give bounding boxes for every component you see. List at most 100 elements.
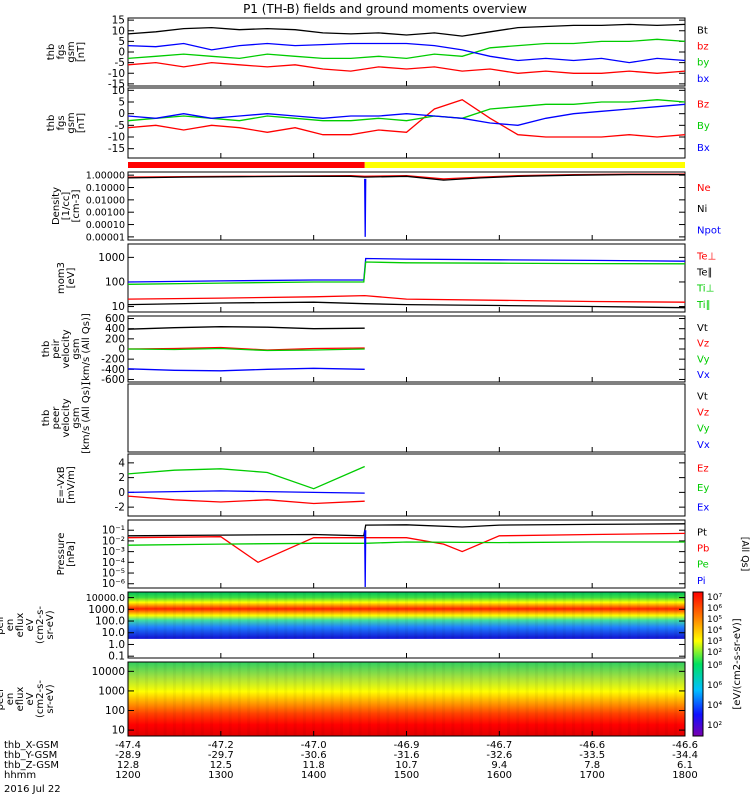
series-line-Bz [127, 98, 686, 138]
y-axis-label: eflux [15, 613, 26, 638]
axis-row-value: 1700 [579, 770, 604, 781]
series-line-Vz [127, 346, 365, 351]
series-line-Pt [127, 523, 686, 537]
colorbar-tick-label: 10⁶ [707, 604, 722, 614]
y-tick-label: 0.00100 [86, 208, 125, 219]
date-label: 2016 Jul 22 [4, 784, 61, 795]
y-axis-label: [km/s (All Qs)] [81, 313, 92, 385]
y-axis-label: (cm2-s- [35, 606, 46, 644]
panel-8: 4 2 0 -2 E=-VxB [mV/m] Ez Ey Ex [56, 453, 709, 517]
y-tick-label: 0 [118, 487, 125, 499]
y-tick-label: -10 [108, 132, 125, 144]
legend-entry: Ne [697, 183, 711, 194]
series-line-Ni [127, 173, 685, 181]
y-axis-label: [eV] [66, 268, 77, 289]
axis-row-value: -30.6 [301, 750, 327, 761]
legend-entry: Bz [697, 99, 709, 110]
colorbar: 10⁷10⁶10⁵10⁴10³10²10⁸10⁶10⁴10²[eV/(cm2-s… [692, 591, 743, 737]
legend-entry: bz [697, 42, 709, 53]
panel-frame [127, 171, 686, 241]
y-axis-label: [mV/m] [66, 466, 77, 504]
y-tick-label: 10⁻⁴ [102, 557, 125, 569]
legend-entry: Vz [697, 408, 709, 419]
unit-side-label: [All Qs] [739, 537, 750, 572]
colorbar-scale [692, 591, 704, 737]
y-axis-label: velocity [61, 398, 72, 437]
legend-entry: Vy [697, 354, 710, 365]
y-axis-label: eV [25, 618, 36, 631]
y-tick-label: -2 [115, 502, 125, 514]
series-line-Pi [364, 530, 367, 588]
figure-title: P1 (TH-B) fields and ground moments over… [243, 2, 527, 16]
y-tick-label: 100 [105, 276, 125, 288]
legend-entry: Ti⊥ [696, 284, 714, 295]
y-axis-label: peer [51, 406, 62, 430]
axis-row-label: thb_X-GSM [4, 740, 59, 751]
series-line-Bx [127, 103, 686, 126]
y-axis-label: thb [46, 44, 57, 61]
y-tick-label: 2 [118, 472, 125, 484]
y-tick-label: 10000 [92, 666, 125, 678]
y-tick-label: 1000 [98, 252, 125, 264]
series-line-Te∥ [127, 301, 686, 309]
legend-entry: Pe [697, 560, 709, 571]
y-tick-label: 10 [112, 725, 125, 737]
series-line-bz [127, 61, 686, 74]
legend-entry: By [697, 121, 710, 132]
y-tick-label: 1.0 [108, 639, 125, 651]
y-axis-label: peer [0, 687, 6, 711]
y-axis-label: Density [51, 187, 62, 225]
y-axis-label: gsm [66, 41, 77, 62]
y-axis-label: mom3 [56, 262, 67, 294]
panel-9: 10⁻¹10⁻²10⁻³10⁻⁴10⁻⁵10⁻⁶ Pressure [nPa] Pt P… [56, 519, 750, 590]
y-axis-label: [1/cc] [61, 192, 72, 221]
y-axis-label: peir [0, 614, 6, 634]
panel-3 [128, 162, 685, 168]
series-line-Ey [127, 465, 365, 490]
legend-entry: Ez [697, 464, 709, 475]
axis-row-value: -46.6 [672, 740, 698, 751]
axis-row-value: -34.4 [672, 750, 698, 761]
series-line-Ex [127, 490, 365, 494]
y-axis-label: fgs [56, 44, 67, 59]
axis-row-value: 1300 [208, 770, 233, 781]
axis-row-value: -46.9 [394, 740, 420, 751]
y-axis-label: fgs [56, 115, 67, 130]
axis-row-value: -31.6 [394, 750, 420, 761]
y-tick-label: -5 [115, 57, 125, 69]
y-axis-label: peir [51, 338, 62, 358]
y-tick-label: 10.0 [102, 627, 125, 639]
series-line-Ti⊥ [127, 257, 686, 283]
axis-row-label: hhmm [4, 770, 36, 781]
y-tick-label: 10⁻³ [102, 546, 125, 558]
y-axis-label: gsm [71, 407, 82, 428]
axis-row-value: 7.8 [584, 760, 600, 771]
y-axis-label: eV [25, 692, 36, 705]
colorbar-tick-label: 10² [707, 721, 722, 731]
bar-segment [128, 162, 365, 168]
axis-row-value: 1400 [301, 770, 326, 781]
legend-entry: Npot [697, 225, 721, 236]
panel-5: 1000 100 10 mom3 [eV] Te⊥ Te∥ Ti⊥ Ti∥ [56, 243, 716, 313]
y-tick-label: 10⁻² [102, 535, 125, 547]
y-tick-label: 100 [105, 705, 125, 717]
y-tick-label: -10 [108, 68, 125, 80]
legend-entry: Ni [697, 204, 707, 215]
axis-row-value: 9.4 [491, 760, 507, 771]
legend-entry: Ti∥ [696, 300, 711, 311]
y-tick-label: -600 [101, 374, 125, 386]
y-axis-label: velocity [61, 329, 72, 368]
y-tick-label: 100.0 [95, 616, 125, 628]
y-tick-label: 15 [112, 15, 125, 27]
y-axis-label: [cm-3] [71, 189, 82, 222]
series-line-Bt [127, 23, 686, 37]
y-tick-label: 600 [105, 313, 125, 325]
y-tick-label: 10 [112, 25, 125, 37]
legend-entry: Ex [697, 502, 709, 513]
panel-frame [127, 453, 686, 517]
y-axis-label: eflux [15, 687, 26, 712]
y-tick-label: 1.00000 [86, 171, 125, 182]
y-axis-label: sr-eV) [45, 610, 56, 639]
